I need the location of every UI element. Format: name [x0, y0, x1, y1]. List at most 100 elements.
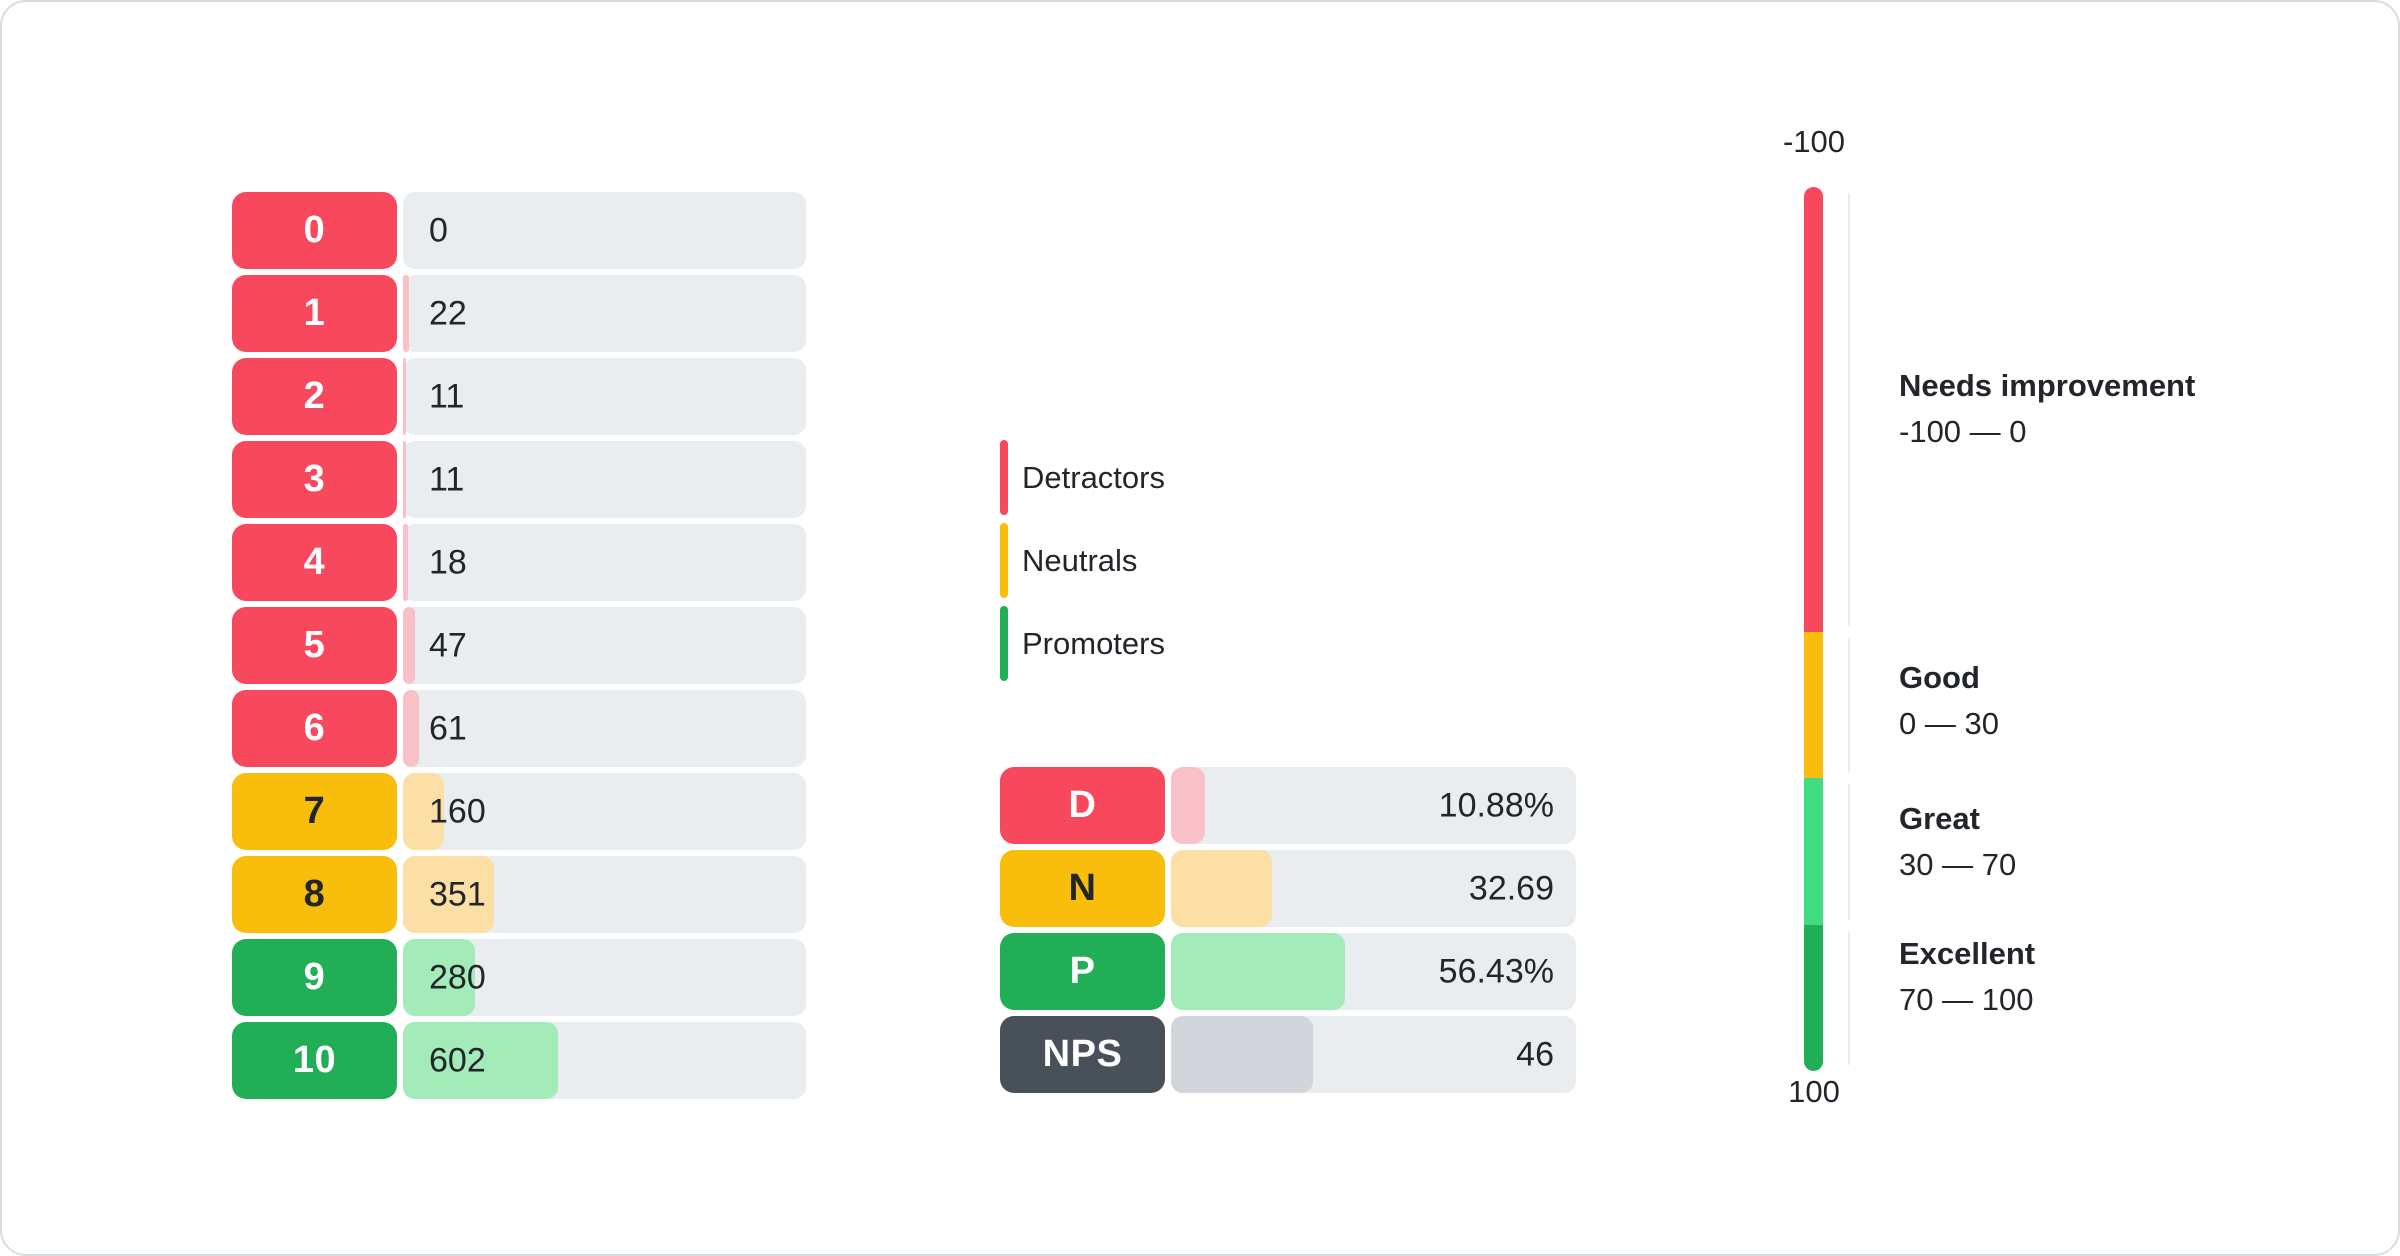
- summary-track: 56.43%: [1171, 933, 1576, 1010]
- score-row: 10 602: [232, 1022, 806, 1099]
- score-count: 22: [429, 294, 467, 332]
- score-bar: [403, 275, 409, 352]
- zone-range: -100 — 0: [1899, 414, 2027, 449]
- gauge-segment-excellent: [1804, 925, 1823, 1071]
- score-row: 9 280: [232, 939, 806, 1016]
- legend-label: Promoters: [1022, 625, 1165, 661]
- legend-label: Neutrals: [1022, 542, 1138, 578]
- score-row: 6 61: [232, 690, 806, 767]
- neutrals-color-marker: [1000, 523, 1008, 598]
- score-track: 11: [403, 358, 806, 435]
- score-bar: [403, 773, 445, 850]
- gauge-segment-needs-improvement: [1804, 187, 1823, 632]
- zone-range: 70 — 100: [1899, 982, 2034, 1017]
- nps-summary-chart: D 10.88% N 32.69 P 56.43% NPS 46: [1000, 767, 1576, 1099]
- score-badge: 7: [232, 773, 397, 850]
- legend-item-detractors: Detractors: [1000, 440, 1165, 515]
- summary-track: 46: [1171, 1016, 1576, 1093]
- summary-badge: D: [1000, 767, 1165, 844]
- score-bar: [403, 939, 476, 1016]
- detractors-color-marker: [1000, 440, 1008, 515]
- score-bar: [403, 524, 408, 601]
- score-row: 8 351: [232, 856, 806, 933]
- summary-bar: [1171, 933, 1346, 1010]
- summary-value: 10.88%: [1438, 786, 1554, 824]
- summary-row-neutrals: N 32.69: [1000, 850, 1576, 927]
- score-track: 602: [403, 1022, 806, 1099]
- score-row: 4 18: [232, 524, 806, 601]
- gauge-zone-label-needs-improvement: Needs improvement -100 — 0: [1899, 363, 2329, 455]
- summary-track: 32.69: [1171, 850, 1576, 927]
- summary-badge: NPS: [1000, 1016, 1165, 1093]
- summary-bar: [1171, 1016, 1314, 1093]
- gauge-zone-label-good: Good 0 — 30: [1899, 655, 2329, 747]
- score-badge: 3: [232, 441, 397, 518]
- score-bar: [403, 358, 406, 435]
- legend-label: Detractors: [1022, 459, 1165, 495]
- score-badge: 8: [232, 856, 397, 933]
- zone-title: Excellent: [1899, 936, 2036, 971]
- score-count: 61: [429, 709, 467, 747]
- score-badge: 1: [232, 275, 397, 352]
- zone-range: 30 — 70: [1899, 847, 2017, 882]
- score-count: 47: [429, 626, 467, 664]
- score-bar: [403, 1022, 559, 1099]
- score-row: 5 47: [232, 607, 806, 684]
- score-count: 11: [429, 377, 465, 415]
- legend: Detractors Neutrals Promoters: [1000, 440, 1165, 689]
- score-row: 2 11: [232, 358, 806, 435]
- gauge-segment-great: [1804, 777, 1823, 926]
- score-row: 3 11: [232, 441, 806, 518]
- score-bar: [403, 856, 494, 933]
- score-track: 0: [403, 192, 806, 269]
- score-badge: 2: [232, 358, 397, 435]
- gauge-bottom-tick: 100: [1788, 1074, 1840, 1109]
- score-badge: 10: [232, 1022, 397, 1099]
- score-track: 47: [403, 607, 806, 684]
- score-track: 160: [403, 773, 806, 850]
- score-track: 22: [403, 275, 806, 352]
- summary-bar: [1171, 850, 1273, 927]
- gauge-zone-label-great: Great 30 — 70: [1899, 796, 2329, 888]
- gauge-divider: [1848, 193, 1850, 626]
- score-row: 7 160: [232, 773, 806, 850]
- legend-item-promoters: Promoters: [1000, 606, 1165, 681]
- score-count: 160: [429, 792, 486, 830]
- score-bar: [403, 690, 419, 767]
- summary-row-promoters: P 56.43%: [1000, 933, 1576, 1010]
- gauge-divider: [1848, 932, 1850, 1065]
- score-distribution-chart: 0 0 1 22 2 11 3 11: [232, 192, 806, 1105]
- score-row: 1 22: [232, 275, 806, 352]
- summary-row-detractors: D 10.88%: [1000, 767, 1576, 844]
- zone-title: Good: [1899, 660, 1980, 695]
- summary-value: 46: [1516, 1035, 1554, 1073]
- summary-track: 10.88%: [1171, 767, 1576, 844]
- score-track: 11: [403, 441, 806, 518]
- score-bar: [403, 441, 406, 518]
- gauge-divider: [1848, 784, 1850, 920]
- promoters-color-marker: [1000, 606, 1008, 681]
- score-bar: [403, 607, 416, 684]
- legend-item-neutrals: Neutrals: [1000, 523, 1165, 598]
- score-count: 351: [429, 875, 486, 913]
- gauge-bar: [1804, 187, 1823, 1071]
- score-track: 280: [403, 939, 806, 1016]
- score-count: 18: [429, 543, 467, 581]
- summary-value: 56.43%: [1438, 952, 1554, 990]
- score-badge: 6: [232, 690, 397, 767]
- zone-title: Great: [1899, 801, 1980, 836]
- score-track: 61: [403, 690, 806, 767]
- score-badge: 5: [232, 607, 397, 684]
- summary-bar: [1171, 767, 1205, 844]
- zone-title: Needs improvement: [1899, 368, 2196, 403]
- gauge-divider: [1848, 638, 1850, 772]
- score-badge: 9: [232, 939, 397, 1016]
- summary-badge: N: [1000, 850, 1165, 927]
- summary-badge: P: [1000, 933, 1165, 1010]
- gauge-segment-good: [1804, 631, 1823, 778]
- gauge-zone-label-excellent: Excellent 70 — 100: [1899, 931, 2329, 1023]
- score-track: 351: [403, 856, 806, 933]
- score-track: 18: [403, 524, 806, 601]
- gauge-top-tick: -100: [1782, 124, 1846, 159]
- score-count: 280: [429, 958, 486, 996]
